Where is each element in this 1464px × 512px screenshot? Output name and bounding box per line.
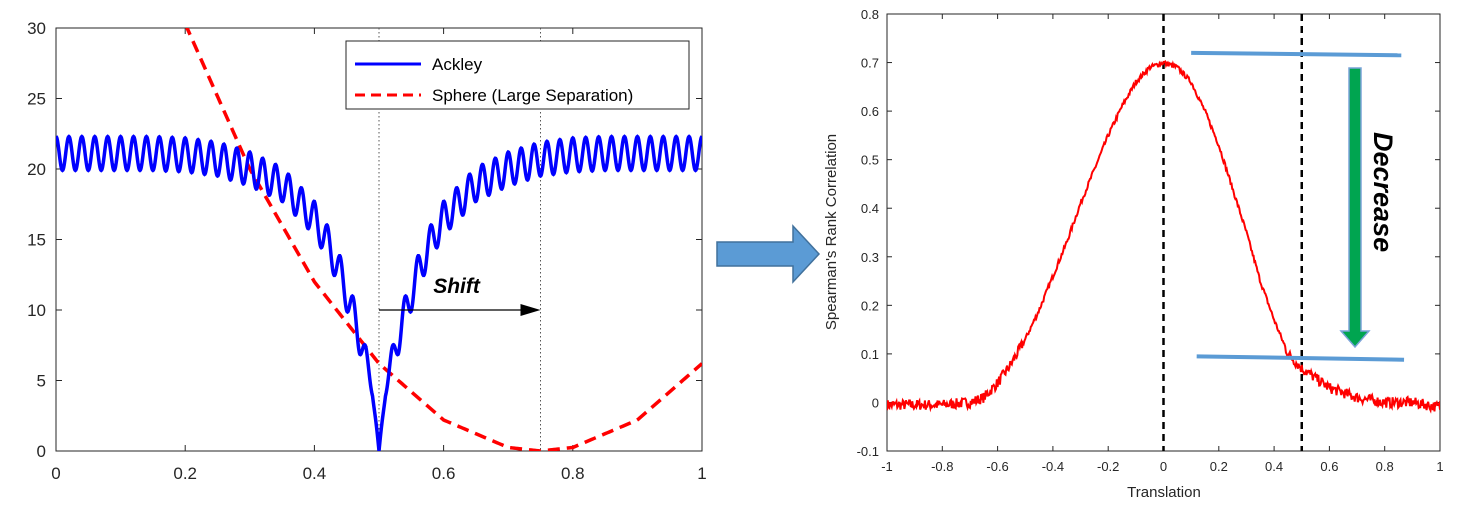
shift-arrow [379, 304, 541, 316]
legend: Ackley Sphere (Large Separation) [345, 40, 690, 110]
right-y-tick-label: 0.1 [861, 347, 879, 362]
left-y-tick-label: 15 [27, 231, 46, 250]
left-y-tick-label: 0 [37, 442, 46, 461]
decrease-annotation: Decrease [1368, 132, 1398, 252]
left-chart: 0 5 10 15 20 25 30 0 0.2 0.4 0.6 0.8 1 Shift Ackley… [27, 19, 707, 483]
left-x-tick-label: 0.6 [432, 464, 456, 483]
legend-label-ackley: Ackley [432, 55, 483, 74]
lower-blue-line [1196, 354, 1405, 362]
left-x-tick-label: 0.2 [173, 464, 197, 483]
left-x-tick-label: 0.8 [561, 464, 585, 483]
ackley-series-line [56, 134, 702, 451]
right-x-tick-label: 0 [1160, 459, 1167, 474]
left-x-ticks: 0 0.2 0.4 0.6 0.8 1 [51, 28, 707, 483]
right-x-tick-label: -1 [881, 459, 893, 474]
right-x-tick-label: 0.4 [1265, 459, 1283, 474]
right-y-tick-label: 0.8 [861, 7, 879, 22]
right-y-tick-label: 0.4 [861, 201, 879, 216]
legend-label-sphere: Sphere (Large Separation) [432, 86, 633, 105]
right-y-tick-label: 0.6 [861, 104, 879, 119]
upper-blue-line [1191, 50, 1402, 58]
right-x-tick-label: -0.8 [931, 459, 953, 474]
right-y-tick-label: -0.1 [857, 444, 879, 459]
left-x-tick-label: 0.4 [303, 464, 327, 483]
right-y-tick-label: 0 [872, 395, 879, 410]
right-y-tick-label: 0.2 [861, 298, 879, 313]
decrease-arrow-icon [1339, 67, 1371, 349]
right-x-tick-label: 1 [1436, 459, 1443, 474]
right-x-ticks: -1 -0.8 -0.6 -0.4 -0.2 0 0.2 0.4 0.6 0.8 1 [881, 14, 1444, 474]
right-x-tick-label: 0.2 [1210, 459, 1228, 474]
left-y-tick-label: 5 [37, 372, 46, 391]
right-x-tick-label: -0.2 [1097, 459, 1119, 474]
legend-box [345, 40, 690, 110]
left-x-tick-label: 0 [51, 464, 60, 483]
left-y-ticks: 0 5 10 15 20 25 30 [27, 19, 702, 461]
right-y-axis-label: Spearman's Rank Correlation [823, 134, 840, 330]
right-y-tick-label: 0.3 [861, 250, 879, 265]
right-y-tick-label: 0.7 [861, 56, 879, 71]
right-vlines [1162, 14, 1303, 451]
left-y-tick-label: 30 [27, 19, 46, 38]
shift-annotation: Shift [433, 275, 481, 298]
right-x-tick-label: 0.6 [1320, 459, 1338, 474]
connector-arrow-icon [716, 224, 821, 284]
right-y-tick-label: 0.5 [861, 153, 879, 168]
right-x-tick-label: 0.8 [1376, 459, 1394, 474]
shift-arrow-head [520, 304, 541, 316]
left-x-tick-label: 1 [697, 464, 706, 483]
right-x-axis-label: Translation [1127, 484, 1201, 501]
right-chart: -0.1 0 0.1 0.2 0.3 0.4 0.5 0.6 0.7 0.8 -1 -0.8 -0.6… [823, 7, 1444, 501]
left-vlines [378, 28, 541, 451]
left-y-tick-label: 10 [27, 301, 46, 320]
spearman-series-line [887, 59, 1440, 414]
left-y-tick-label: 25 [27, 90, 46, 109]
right-y-ticks: -0.1 0 0.1 0.2 0.3 0.4 0.5 0.6 0.7 0.8 [857, 7, 1440, 459]
sphere-series-line [185, 28, 702, 451]
left-y-tick-label: 20 [27, 160, 46, 179]
right-x-tick-label: -0.4 [1042, 459, 1064, 474]
right-x-tick-label: -0.6 [986, 459, 1008, 474]
